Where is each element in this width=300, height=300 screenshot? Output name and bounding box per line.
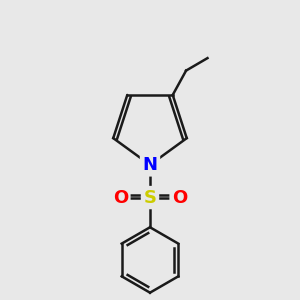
Text: O: O (172, 189, 187, 207)
Text: N: N (142, 156, 158, 174)
Text: O: O (113, 189, 128, 207)
Text: S: S (143, 189, 157, 207)
